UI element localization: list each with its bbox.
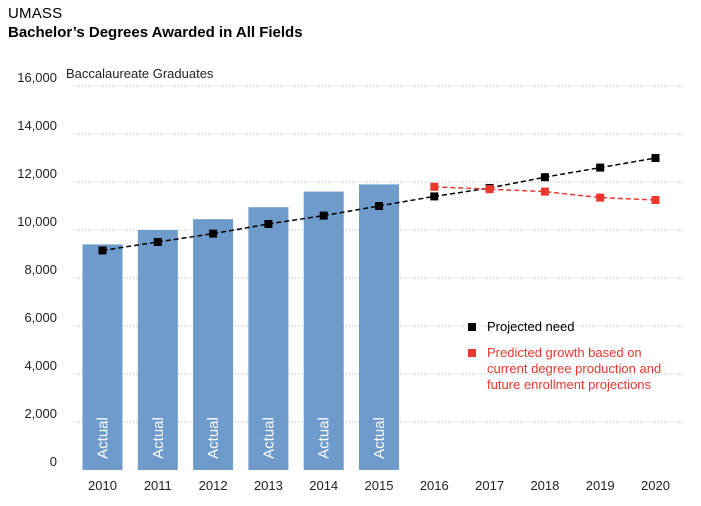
x-tick-label: 2019 [586,478,615,493]
y-tick-label: 6,000 [24,310,57,325]
bar [193,219,234,470]
x-tick-label: 2017 [475,478,504,493]
x-tick-label: 2015 [365,478,394,493]
projected-need-point [651,154,660,162]
y-tick-label: 8,000 [24,262,57,277]
projected-need-point [430,192,439,201]
y-tick-label: 0 [50,454,57,469]
chart-subtitle: UMASS [8,5,63,22]
x-tick-label: 2011 [144,478,172,493]
bar [359,184,399,470]
x-tick-label: 2016 [420,478,449,493]
predicted-growth-marker-icon [468,349,476,357]
x-tick-label: 2018 [530,478,559,493]
x-tick-label: 2020 [641,478,670,493]
bar-data-label: Actual [316,417,333,459]
predicted-growth-point [651,196,660,204]
predicted-growth-point [485,185,494,194]
y-axis-label: Baccalaureate Graduates [66,66,214,81]
x-tick-label: 2010 [88,478,117,493]
bar-data-label: Actual [205,417,222,459]
projected-need-point [375,202,383,210]
y-tick-label: 4,000 [24,358,57,373]
projected-need-point [209,229,218,238]
chart-title: Bachelor’s Degrees Awarded in All Fields [8,24,303,41]
predicted-growth-point [540,187,549,196]
projected-need-point [540,173,549,182]
projected-need-point [264,220,273,228]
x-tick-label: 2014 [309,478,338,493]
projected-need-point [596,163,605,172]
bar [303,191,344,470]
line-series [98,154,660,255]
x-tick-label: 2013 [254,478,283,493]
actual-bars: Actual Actual Actual Actual Actual Actual [82,184,399,470]
projected-need-point [153,238,162,246]
y-tick-label: 12,000 [17,166,57,181]
y-tick-label: 16,000 [17,70,57,85]
y-tick-label: 10,000 [17,214,57,229]
bar [248,207,289,470]
projected-need-marker-icon [468,323,476,331]
bar-data-label: Actual [150,417,167,459]
bar [137,230,178,470]
predicted-growth-point [596,193,605,202]
x-tick-label: 2012 [199,478,228,493]
predicted-growth-line [434,186,656,201]
bar-data-label: Actual [260,417,277,459]
bar-data-label: Actual [371,417,388,459]
legend-label-predicted-growth: Predicted growth based on current degree… [487,345,662,392]
predicted-growth-point [430,182,439,191]
y-tick-label: 2,000 [24,406,57,421]
projected-need-point [98,246,107,255]
legend-label-projected-need: Projected need [487,319,575,334]
axis-labels: 0 2,000 4,000 6,000 8,000 10,000 12,000 14,000 1… [17,70,670,493]
bar [82,244,123,470]
projected-need-point [319,211,328,220]
bar-data-label: Actual [95,417,112,459]
y-tick-label: 14,000 [17,118,57,133]
